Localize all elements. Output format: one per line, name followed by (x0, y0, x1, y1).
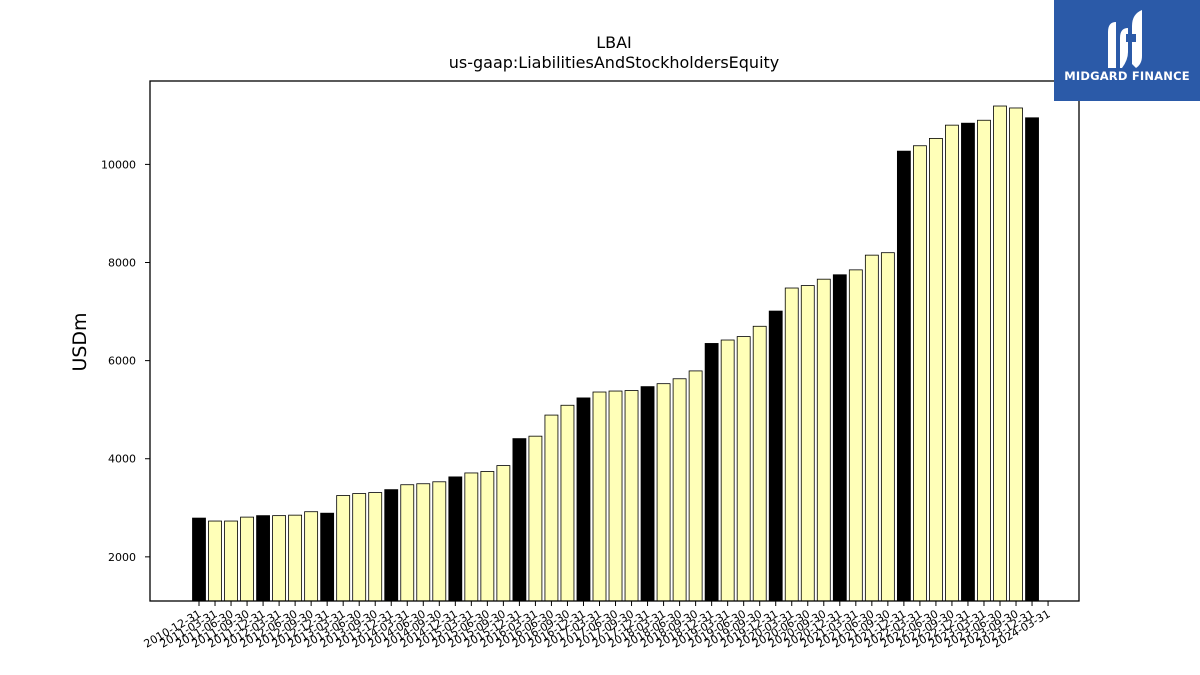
bar-2019-03-31 (720, 339, 735, 602)
y-tick-label: 2000 (108, 551, 136, 564)
bar-2011-12-31 (256, 515, 270, 602)
bar-2021-12-31 (896, 150, 911, 602)
logo-text: MIDGARD FINANCE (1064, 69, 1190, 83)
bars-group (192, 105, 1039, 602)
bar-2018-06-30 (672, 378, 687, 602)
plot-frame (149, 80, 1080, 602)
bar-2021-09-30 (880, 252, 895, 602)
bar-2017-03-31 (592, 391, 607, 602)
bar-2017-09-30 (624, 390, 639, 602)
y-tick-label: 6000 (108, 355, 136, 368)
bar-2017-12-31 (640, 386, 655, 602)
bar-2021-06-30 (864, 254, 879, 602)
bar-2018-03-31 (656, 383, 671, 602)
y-tick-label: 10000 (101, 158, 136, 171)
bar-2016-12-31 (576, 397, 591, 602)
bar-2015-09-30 (496, 465, 511, 602)
bar-2016-09-30 (560, 404, 575, 602)
bar-2012-09-30 (304, 511, 319, 602)
bar-2011-06-30 (224, 520, 238, 602)
bar-2022-09-30 (945, 124, 959, 602)
bar-2017-06-30 (608, 390, 623, 602)
bar-2012-03-31 (272, 515, 287, 602)
y-axis-label: USDm (69, 312, 91, 371)
bar-2011-09-30 (240, 516, 254, 602)
bar-2022-03-31 (913, 145, 927, 602)
chart-subtitle: us-gaap:LiabilitiesAndStockholdersEquity (449, 53, 780, 72)
bar-2020-03-31 (784, 287, 799, 602)
bar-2019-06-30 (736, 336, 751, 602)
brand-logo: MIDGARD FINANCE (1054, 0, 1200, 101)
bar-2022-06-30 (929, 137, 943, 602)
bar-2023-09-30 (1009, 107, 1023, 602)
bar-2023-12-31 (1025, 117, 1039, 602)
y-tick-label: 4000 (108, 453, 136, 466)
bar-2018-09-30 (688, 370, 703, 602)
bar-2023-03-31 (977, 119, 991, 602)
bar-2010-12-31 (192, 517, 206, 602)
midgard-logo-icon (1108, 10, 1142, 68)
bar-2023-06-30 (993, 105, 1007, 602)
bar-2014-12-31 (448, 476, 463, 602)
bar-2015-03-31 (464, 472, 479, 602)
bar-2019-09-30 (752, 325, 767, 602)
chart-title: LBAI (596, 33, 632, 52)
bar-2013-09-30 (368, 492, 383, 602)
bar-2015-06-30 (480, 471, 495, 602)
bar-2022-12-31 (961, 122, 975, 602)
bar-2014-06-30 (416, 483, 431, 602)
x-axis-ticks: 2010-12-312011-03-312011-06-302011-09-30… (142, 601, 1053, 651)
bar-2014-09-30 (432, 481, 447, 602)
bar-2013-06-30 (352, 493, 367, 602)
bar-2014-03-31 (400, 484, 415, 602)
bar-2012-12-31 (320, 512, 335, 602)
bar-2013-03-31 (336, 495, 351, 602)
y-tick-label: 8000 (108, 257, 136, 270)
bar-2020-12-31 (832, 274, 847, 602)
bar-2021-03-31 (848, 269, 863, 602)
bar-2018-12-31 (704, 343, 719, 602)
bar-2020-09-30 (816, 278, 831, 602)
y-axis-ticks: 2000 4000 6000 8000 10000 (101, 158, 150, 564)
bar-2013-12-31 (384, 489, 399, 602)
bar-2016-06-30 (544, 414, 559, 602)
bar-2020-06-30 (800, 285, 815, 602)
bar-2019-12-31 (768, 310, 783, 602)
bar-2015-12-31 (512, 438, 527, 602)
bar-2012-06-30 (288, 514, 303, 602)
bar-2011-03-31 (208, 520, 222, 602)
bar-2016-03-31 (528, 435, 543, 602)
